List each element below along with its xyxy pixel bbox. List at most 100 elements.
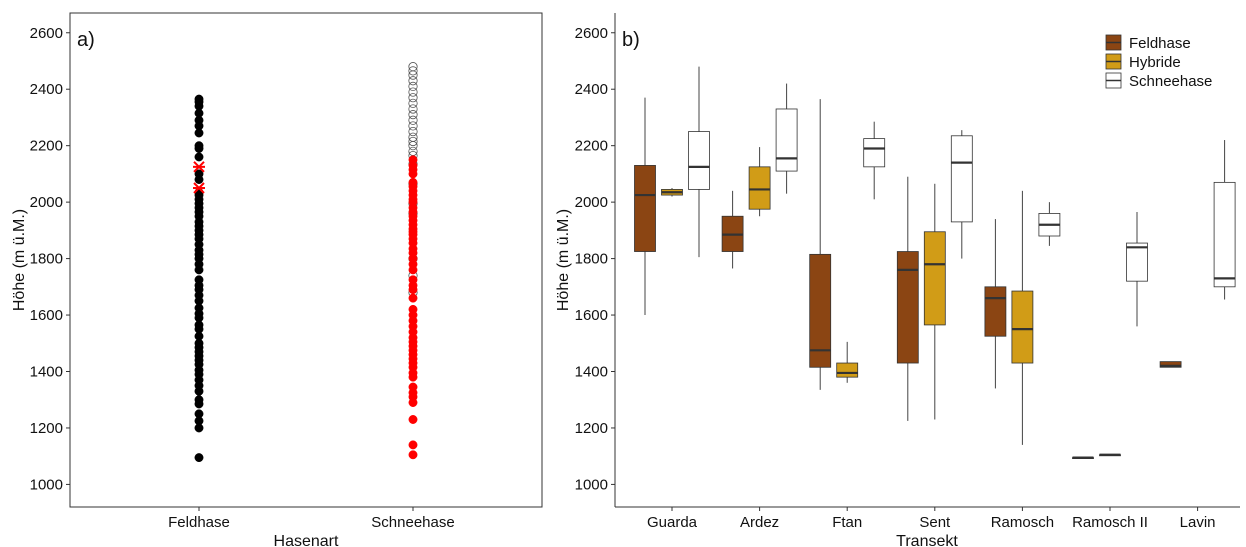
- box-feldhase: [1072, 456, 1094, 460]
- box-body: [1159, 361, 1182, 368]
- y-tick-label: 2200: [575, 138, 608, 155]
- box-body: [1213, 181, 1236, 288]
- data-point: [408, 126, 418, 137]
- data-point: [408, 177, 418, 187]
- legend-item-feldhase: Feldhase: [1105, 34, 1191, 52]
- y-tick-label: 1200: [575, 420, 608, 437]
- x-tick-label: Ardez: [740, 514, 779, 531]
- data-point: [408, 110, 418, 120]
- box-feldhase: [984, 219, 1007, 389]
- data-point: [193, 161, 205, 173]
- y-tick-label: 1400: [575, 364, 608, 381]
- box-body: [634, 165, 656, 252]
- box-body: [950, 135, 973, 223]
- panel-a-y-axis: 1000 1200 1400 1600 1800 2000 2200 2400 2600: [30, 25, 70, 493]
- box-feldhase: [809, 99, 832, 390]
- data-point: [194, 409, 204, 419]
- box-body: [984, 286, 1007, 337]
- y-tick-label: 2000: [30, 194, 63, 211]
- data-point: [408, 62, 418, 72]
- box-schneehase: [1038, 202, 1061, 246]
- box-body: [863, 138, 886, 168]
- box-schneehase: [1213, 140, 1236, 300]
- box-schneehase: [688, 66, 710, 258]
- legend-label: Hybride: [1129, 54, 1181, 71]
- panel-a-y-axis-title: Höhe (m ü.M.): [11, 209, 28, 311]
- box-body: [748, 166, 771, 210]
- panel-a: a) 100012001400160018002000220024002600 …: [11, 12, 543, 547]
- legend-label: Schneehase: [1129, 73, 1212, 90]
- y-tick-label: 2000: [575, 194, 608, 211]
- y-tick-label: 2200: [30, 138, 63, 155]
- y-tick-label: 2400: [30, 81, 63, 98]
- box-schneehase: [950, 130, 973, 259]
- y-tick-label: 2600: [575, 25, 608, 42]
- box-body: [688, 131, 710, 190]
- data-point: [408, 66, 418, 76]
- x-tick-label: Lavin: [1180, 514, 1216, 531]
- x-tick-label: Ramosch: [991, 514, 1054, 531]
- panel-a-x-axis: Feldhase Schneehase: [168, 507, 455, 531]
- x-tick-label: Sent: [919, 514, 951, 531]
- data-point: [408, 115, 418, 125]
- box-schneehase: [863, 121, 886, 200]
- box-body: [775, 108, 798, 172]
- x-tick-label: Ramosch II: [1072, 514, 1148, 531]
- panel-b-y-axis-title: Höhe (m ü.M.): [555, 209, 572, 311]
- box-schneehase: [1126, 212, 1148, 327]
- box-feldhase: [721, 190, 744, 269]
- data-point: [194, 169, 204, 179]
- box-hybride: [1099, 453, 1121, 457]
- legend-label: Feldhase: [1129, 35, 1191, 52]
- panel-b-x-axis-title: Transekt: [896, 533, 958, 547]
- data-point: [194, 275, 204, 285]
- box-hybride: [923, 183, 946, 420]
- box-body: [896, 251, 919, 364]
- box-feldhase: [634, 97, 656, 316]
- y-tick-label: 1400: [30, 364, 63, 381]
- panel-a-x-axis-title: Hasenart: [274, 533, 339, 547]
- data-point: [408, 304, 418, 314]
- box-body: [1011, 290, 1034, 364]
- panel-b-y-axis: 1000 1200 1400 1600 1800 2000 2200 2400 2600: [575, 25, 615, 493]
- data-point: [408, 76, 418, 86]
- y-tick-label: 1000: [30, 476, 63, 493]
- panel-b-x-axis: Guarda Ardez Ftan Sent Ramosch Ramosch II Lavi…: [647, 507, 1216, 531]
- data-point: [408, 132, 418, 142]
- box-schneehase: [775, 83, 798, 194]
- y-tick-label: 2600: [30, 25, 63, 42]
- x-tick-label: Schneehase: [371, 514, 454, 531]
- x-tick-label: Ftan: [832, 514, 862, 531]
- data-point: [194, 395, 204, 405]
- y-tick-label: 1600: [30, 307, 63, 324]
- y-tick-label: 1200: [30, 420, 63, 437]
- data-point: [194, 453, 204, 463]
- data-point: [408, 81, 418, 91]
- panel-a-plot-area: [69, 12, 543, 508]
- legend-item-schneehase: Schneehase: [1105, 72, 1212, 90]
- box-hybride: [748, 147, 771, 217]
- y-tick-label: 1000: [575, 476, 608, 493]
- panel-b: b) 100012001400160018002000220024002600 …: [555, 13, 1240, 547]
- y-tick-label: 2400: [575, 81, 608, 98]
- panel-a-label: a): [77, 29, 95, 51]
- data-point: [408, 98, 418, 108]
- box-hybride: [1011, 190, 1034, 445]
- legend-item-hybride: Hybride: [1105, 53, 1181, 71]
- data-point: [194, 141, 204, 151]
- box-hybride: [661, 188, 683, 197]
- data-point: [408, 87, 418, 97]
- data-point: [408, 121, 418, 131]
- y-tick-label: 1600: [575, 307, 608, 324]
- data-point: [408, 293, 418, 303]
- data-point: [408, 104, 418, 114]
- box-body: [923, 231, 946, 326]
- data-point: [408, 93, 418, 103]
- y-tick-label: 1800: [575, 251, 608, 268]
- box-feldhase: [1159, 361, 1182, 368]
- panel-a-points: [193, 62, 418, 463]
- data-point: [194, 94, 204, 104]
- y-tick-label: 1800: [30, 251, 63, 268]
- data-point: [408, 136, 418, 147]
